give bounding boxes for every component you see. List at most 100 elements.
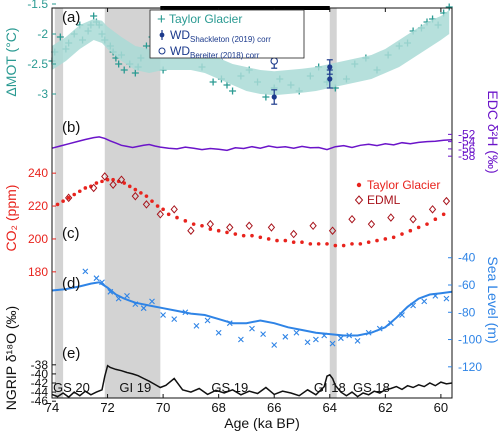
y-tick-label: -56 <box>458 142 476 156</box>
data-point-dot <box>316 242 321 246</box>
panel-label-b: (b) <box>62 119 80 136</box>
data-point-x <box>124 293 130 299</box>
x-tick-label: 60 <box>434 400 448 415</box>
data-point-dot <box>216 228 221 233</box>
y-tick-label: -2 <box>37 27 48 41</box>
series-line-(e) <box>51 364 453 399</box>
data-point-x <box>282 333 289 340</box>
data-point-diamond <box>156 210 164 219</box>
axis-title-b: EDC δ²H (‰) <box>485 90 500 173</box>
data-point-plus <box>115 60 123 68</box>
series-line-(b) <box>51 136 453 152</box>
y-tick-label: -38 <box>31 358 49 372</box>
data-point-dot <box>366 240 371 245</box>
legend-c-edml: EDML <box>367 193 401 207</box>
data-point-dot <box>66 196 71 200</box>
x-tick-label: 74 <box>45 400 59 415</box>
y-tick-label: 180 <box>28 265 48 279</box>
data-point-diamond <box>170 205 178 214</box>
data-point-dot <box>250 233 254 238</box>
data-point-x <box>329 340 336 347</box>
axis-title-c: CO₂ (ppm) <box>3 185 19 252</box>
x-tick-label: 70 <box>156 400 170 415</box>
data-point-plus <box>223 81 231 89</box>
data-point-x <box>260 331 266 337</box>
data-point-dot <box>408 228 413 233</box>
data-point-dot <box>333 243 338 248</box>
legend-a-wd-shackleton-dot-icon <box>159 32 165 38</box>
data-point-dot <box>144 194 149 198</box>
data-point-x <box>215 329 222 336</box>
data-point-plus <box>142 42 150 50</box>
data-point-dot <box>105 177 110 182</box>
y-tick-label: -100 <box>458 333 482 347</box>
y-tick-label: -60 <box>458 278 476 292</box>
data-point-x <box>160 312 166 318</box>
y-tick-label: -46 <box>31 394 49 408</box>
legend-a-wd-shackleton: WDShackleton (2019) corr <box>170 28 271 44</box>
band-(a) <box>52 10 450 96</box>
data-point-dot <box>111 177 115 182</box>
x-tick-label: 66 <box>267 400 281 415</box>
data-point-dot <box>425 222 429 226</box>
legend-a-taylor: Taylor Glacier <box>169 12 242 26</box>
y-tick-label: -52 <box>458 127 476 141</box>
axis-title-e: NGRIP δ¹⁸O (‰) <box>3 306 19 410</box>
data-point-plus <box>56 33 64 41</box>
data-point-x <box>93 275 100 282</box>
data-point-diamond <box>109 180 117 189</box>
stadial-label: GI 18 <box>314 380 346 395</box>
y-tick-label: 220 <box>28 199 48 213</box>
data-point-x <box>313 336 319 343</box>
data-point-dot <box>127 184 132 189</box>
data-point-diamond <box>328 226 337 235</box>
data-point-diamond <box>387 213 395 222</box>
y-tick-label: -40 <box>31 367 49 381</box>
data-point-diamond <box>245 221 253 231</box>
data-point-x <box>249 325 255 332</box>
legend-a-box <box>149 9 305 59</box>
data-point-dot <box>308 242 313 246</box>
data-point-dot <box>275 238 279 243</box>
shaded-period-0 <box>54 8 64 398</box>
data-point-dot <box>325 242 329 246</box>
data-point-dot <box>155 204 160 208</box>
data-point-diamond <box>367 219 376 229</box>
data-point-dot <box>258 235 263 240</box>
y-tick-label: -44 <box>31 385 49 399</box>
data-point-dot <box>191 222 196 226</box>
data-point-x <box>293 329 300 336</box>
data-point-diamond <box>348 214 356 224</box>
data-point-dot <box>208 227 213 231</box>
y-tick-label: 200 <box>28 232 48 246</box>
legend-a-wd-bereiter-ring-icon <box>158 47 166 55</box>
data-point-dot <box>133 187 138 192</box>
data-point-dot <box>166 212 171 217</box>
data-point-dot <box>358 242 363 246</box>
axes: 74 72 70 68 66 64 62 60 GS 20 GI 19 GS 19 GI 18 GS 1… <box>27 0 482 415</box>
data-point-dot <box>391 235 396 240</box>
data-point-diamond <box>428 205 437 214</box>
data-point-dot <box>183 219 188 223</box>
y-tick-label: -54 <box>458 135 476 149</box>
data-point-dot <box>350 242 354 246</box>
data-point-wd-open <box>270 57 278 65</box>
data-point-dot <box>55 202 60 207</box>
data-point-wd-filled <box>271 94 277 100</box>
data-point-diamond <box>290 229 298 239</box>
legend-c-taylor: Taylor Glacier <box>367 178 440 192</box>
data-point-dot <box>122 181 127 185</box>
panel-label-c: (c) <box>62 225 80 242</box>
data-point-diamond <box>142 200 151 209</box>
data-point-dot <box>233 232 238 236</box>
data-point-dot <box>175 215 179 220</box>
y-tick-label: -1.5 <box>27 0 48 11</box>
y-tick-label: -120 <box>458 360 482 374</box>
data-point-x <box>304 339 311 346</box>
y-tick-label: 240 <box>28 166 48 180</box>
data-point-diamond <box>442 196 451 206</box>
data-point-plus <box>209 78 217 86</box>
data-point-dot <box>291 240 296 245</box>
data-point-dot <box>72 192 77 197</box>
y-tick-label: -2.5 <box>27 57 48 71</box>
